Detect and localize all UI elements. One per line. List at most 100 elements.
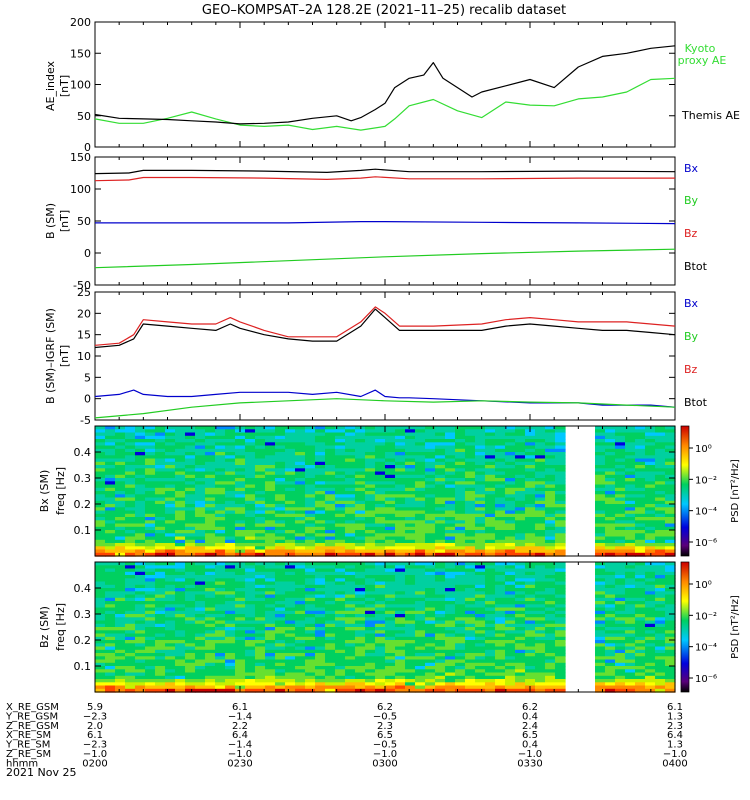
- spectrogram-cell: [635, 675, 646, 680]
- spectrogram-cell: [465, 669, 476, 674]
- spectrogram-cell: [135, 461, 146, 466]
- spectrogram-cell: [455, 478, 466, 482]
- spectrogram-cell: [425, 471, 436, 476]
- spectrogram-cell: [155, 633, 166, 638]
- spectrogram-cell: [435, 636, 446, 641]
- spectrogram-cell: [335, 526, 346, 531]
- spectrogram-cell: [555, 530, 566, 534]
- spectrogram-cell: [545, 659, 556, 664]
- spectrogram-cell: [655, 568, 666, 573]
- spectrogram-cell: [455, 643, 466, 648]
- spectrogram-cell: [615, 633, 626, 638]
- spectrogram-cell: [325, 510, 336, 515]
- spectrogram-cell: [115, 614, 126, 618]
- spectrogram-cell: [635, 571, 646, 576]
- spectrogram-cell: [235, 497, 246, 502]
- spectrogram-cell: [165, 649, 176, 654]
- spectrogram-cell: [665, 562, 676, 566]
- spectrogram-cell: [285, 487, 296, 492]
- spectrogram-cell: [405, 597, 416, 602]
- spectrogram-cell: [305, 662, 316, 667]
- spectrogram-cell: [175, 465, 186, 469]
- spectrogram-cell: [265, 520, 276, 525]
- spectrogram-cell: [305, 546, 316, 551]
- spectrogram-cell: [455, 549, 466, 554]
- spectrogram-cell: [375, 455, 386, 460]
- spectrogram-cell: [265, 685, 276, 690]
- spectrogram-cell: [465, 478, 476, 482]
- spectrogram-cell: [425, 643, 436, 648]
- spectrogram-cell: [625, 452, 636, 456]
- spectrogram-cell: [625, 682, 636, 687]
- spectrogram-cell: [395, 536, 406, 541]
- spectrogram-cell: [625, 448, 636, 453]
- spectrogram-cell: [365, 533, 376, 538]
- spectrogram-cell: [385, 481, 396, 486]
- spectrogram-cell: [315, 445, 326, 450]
- spectrogram-cell: [415, 562, 426, 566]
- spectrogram-cell: [385, 581, 396, 586]
- spectrogram-cell: [415, 504, 426, 508]
- spectrogram-cell: [345, 685, 356, 690]
- spectrogram-cell: [325, 575, 336, 579]
- spectrogram-cell: [455, 565, 466, 570]
- spectrogram-cell: [385, 478, 396, 482]
- spectrogram-cell: [435, 568, 446, 573]
- spectrogram-cell: [605, 520, 616, 525]
- spectrogram-cell: [475, 461, 486, 466]
- spectrogram-cell: [195, 517, 206, 521]
- spectrogram-cell: [455, 445, 466, 450]
- spectrogram-cell: [145, 468, 156, 473]
- spectrogram-cell: [275, 452, 286, 456]
- spectrogram-cell: [225, 546, 236, 551]
- spectrogram-cell: [345, 517, 356, 521]
- spectrogram-cell: [275, 640, 286, 644]
- spectrogram-cell: [375, 568, 386, 573]
- spectrogram-cell: [165, 497, 176, 502]
- spectrogram-cell: [205, 610, 216, 615]
- spectrogram-cell: [145, 620, 156, 625]
- spectrogram-cell: [375, 591, 386, 596]
- spectrogram-cell: [645, 543, 656, 547]
- spectrogram-cell: [215, 484, 226, 489]
- spectrogram-cell: [605, 685, 616, 690]
- spectrogram-cell: [595, 565, 606, 570]
- spectrogram-cell: [455, 432, 466, 437]
- spectrogram-cell: [195, 584, 206, 589]
- spectrogram-cell: [255, 607, 266, 612]
- spectrogram-cell: [345, 679, 356, 683]
- spectrogram-cell: [665, 494, 676, 499]
- spectrogram-cell: [435, 688, 446, 693]
- spectrogram-cell: [245, 523, 256, 528]
- spectrogram-cell: [425, 461, 436, 466]
- spectrogram-cell: [175, 656, 186, 661]
- spectrogram-cell: [395, 672, 406, 677]
- spectrogram-cell: [665, 575, 676, 579]
- spectrogram-cell: [135, 581, 146, 586]
- spectrogram-cell: [215, 568, 226, 573]
- spectrogram-cell: [375, 513, 386, 518]
- spectrogram-cell: [215, 653, 226, 657]
- spectrogram-cell: [435, 481, 446, 486]
- spectrogram-cell: [295, 623, 306, 628]
- spectrogram-cell: [505, 458, 516, 463]
- spectrogram-cell: [195, 481, 206, 486]
- spectrogram-cell: [145, 435, 156, 440]
- spectrogram-cell: [295, 468, 306, 473]
- spectrogram-cell: [205, 481, 216, 486]
- spectrogram-cell: [155, 526, 166, 531]
- spectrogram-cell: [405, 517, 416, 521]
- spectrogram-cell: [155, 623, 166, 628]
- spectrogram-cell: [635, 662, 646, 667]
- spectrogram-cell: [135, 659, 146, 664]
- spectrogram-cell: [635, 549, 646, 554]
- spectrogram-cell: [155, 672, 166, 677]
- spectrogram-cell: [425, 533, 436, 538]
- spectrogram-cell: [205, 468, 216, 473]
- spectrogram-cell: [475, 601, 486, 605]
- spectrogram-cell: [535, 571, 546, 576]
- spectrogram-cell: [665, 682, 676, 687]
- spectrogram-cell: [105, 685, 116, 690]
- spectrogram-cell: [485, 549, 496, 554]
